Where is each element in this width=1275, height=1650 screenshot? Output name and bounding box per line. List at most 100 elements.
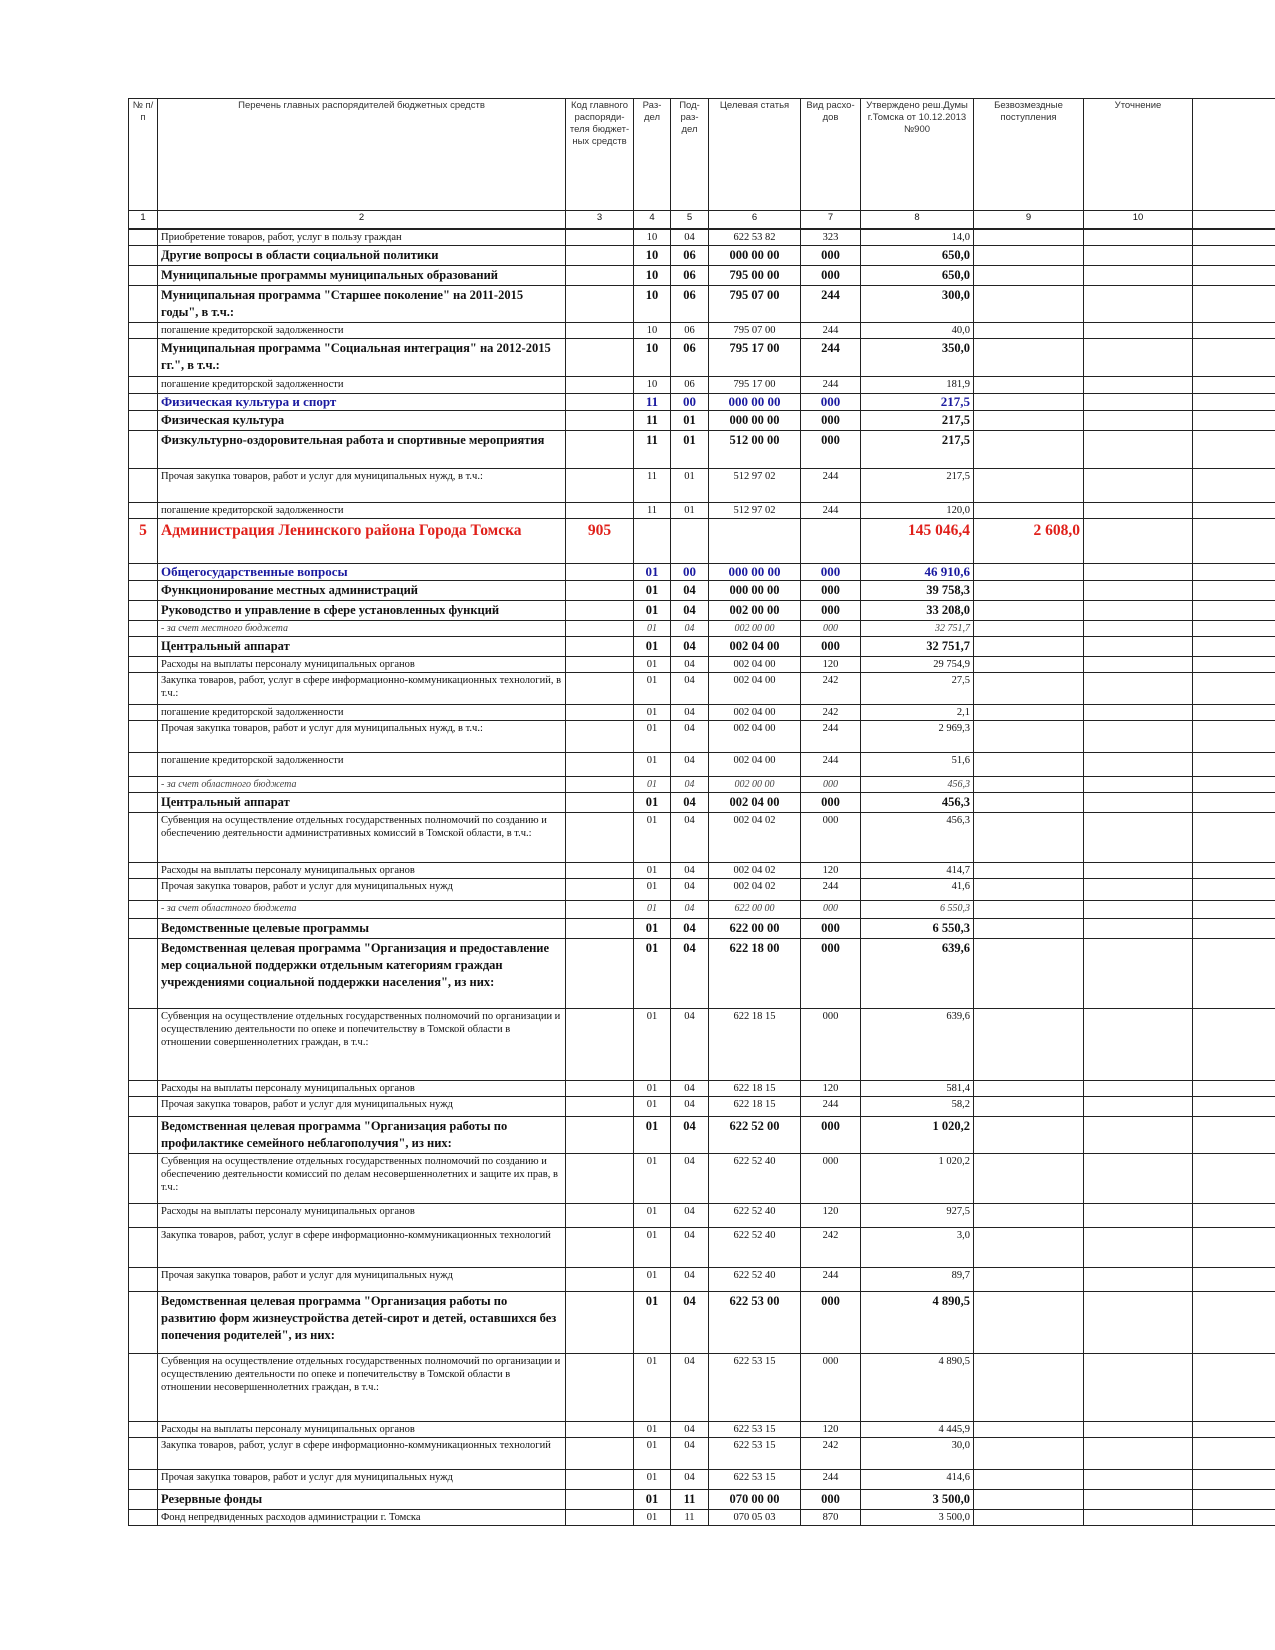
cell — [1192, 501, 1275, 519]
cell: 27,5 — [860, 671, 974, 705]
cell: 10 — [633, 264, 671, 286]
table-row: Физическая культура и спорт 11 00 000 00 00… — [128, 392, 1275, 411]
cell: 5 — [128, 517, 158, 564]
cell: 39 758,3 — [860, 579, 974, 601]
cell — [128, 264, 158, 286]
cell: 04 — [670, 228, 709, 246]
table-row: Субвенция на осуществление отдельных гос… — [128, 1352, 1275, 1422]
cell — [565, 877, 634, 901]
cell — [973, 579, 1084, 601]
cell — [1083, 228, 1193, 246]
table-row: Общегосударственные вопросы 01 00 000 00 00… — [128, 562, 1275, 581]
cell — [1192, 775, 1275, 793]
cell — [1192, 877, 1275, 901]
cell: 11 — [670, 1488, 709, 1510]
cell: 002 04 02 — [708, 861, 801, 879]
cell — [1083, 861, 1193, 879]
cell: Закупка товаров, работ, услуг в сфере ин… — [157, 1226, 566, 1268]
cell: 01 — [633, 1508, 671, 1526]
cell: 04 — [670, 1152, 709, 1204]
cell — [1192, 861, 1275, 879]
cell — [128, 751, 158, 777]
cell — [1083, 655, 1193, 673]
cell — [1083, 562, 1193, 581]
cell — [1192, 392, 1275, 411]
table-row: Прочая закупка товаров, работ и услуг дл… — [128, 719, 1275, 753]
cell: 639,6 — [860, 1007, 974, 1081]
cell — [973, 1436, 1084, 1470]
table-row: - за счет областного бюджета 01 04 622 00 0… — [128, 899, 1275, 919]
cell — [1192, 1095, 1275, 1117]
cell — [1083, 337, 1193, 377]
cell: 1 020,2 — [860, 1115, 974, 1154]
cell: 2 969,3 — [860, 719, 974, 753]
cell: погашение кредиторской задолженности — [157, 703, 566, 721]
cell — [1192, 1202, 1275, 1228]
cell: Расходы на выплаты персоналу муниципальн… — [157, 1420, 566, 1438]
cell — [565, 671, 634, 705]
cell — [1192, 1420, 1275, 1438]
cell: 01 — [633, 1152, 671, 1204]
cell — [1192, 409, 1275, 431]
cell: 04 — [670, 899, 709, 919]
cell: Ведомственная целевая программа "Организ… — [157, 1290, 566, 1354]
cell — [973, 655, 1084, 673]
table-row: Ведомственные целевые программы 01 04 622 0… — [128, 917, 1275, 939]
cell: 000 — [800, 917, 861, 939]
table-row: Ведомственная целевая программа "Организ… — [128, 1115, 1275, 1154]
cell: Функционирование местных администраций — [157, 579, 566, 601]
cell — [1083, 703, 1193, 721]
cell: погашение кредиторской задолженности — [157, 321, 566, 339]
table-row: Прочая закупка товаров, работ и услуг дл… — [128, 877, 1275, 901]
cell: 04 — [670, 655, 709, 673]
cell — [1083, 599, 1193, 621]
table-row: погашение кредиторской задолженности 01 04… — [128, 703, 1275, 721]
cell — [973, 337, 1084, 377]
cell: 01 — [633, 1436, 671, 1470]
cell — [565, 1352, 634, 1422]
cell: 01 — [633, 861, 671, 879]
cell — [973, 775, 1084, 793]
cell — [670, 517, 709, 564]
cell: Ведомственная целевая программа "Организ… — [157, 937, 566, 1009]
cell: 244 — [800, 467, 861, 503]
cell — [1192, 1468, 1275, 1490]
cell — [973, 409, 1084, 431]
budget-table: № п/п Перечень главных распорядителей бюд… — [128, 98, 1275, 1526]
cell: 795 17 00 — [708, 337, 801, 377]
cell: Перечень главных распорядителей бюджетны… — [157, 98, 566, 211]
cell: 622 52 40 — [708, 1226, 801, 1268]
cell: 650,0 — [860, 264, 974, 286]
cell — [565, 337, 634, 377]
cell — [128, 635, 158, 657]
cell — [128, 1226, 158, 1268]
cell: 11 — [633, 409, 671, 431]
table-row: Закупка товаров, работ, услуг в сфере ин… — [128, 1436, 1275, 1470]
cell: 06 — [670, 337, 709, 377]
cell: 33 208,0 — [860, 599, 974, 621]
cell — [565, 1420, 634, 1438]
cell — [565, 392, 634, 411]
cell — [1192, 811, 1275, 863]
cell — [973, 671, 1084, 705]
cell — [1192, 228, 1275, 246]
cell: 04 — [670, 1420, 709, 1438]
table-row: Муниципальные программы муниципальных об… — [128, 264, 1275, 286]
cell — [128, 321, 158, 339]
cell: Код главного распоряди-теля бюджет-ных с… — [565, 98, 634, 211]
cell: 32 751,7 — [860, 635, 974, 657]
cell: - за счет местного бюджета — [157, 619, 566, 637]
cell: 6 550,3 — [860, 917, 974, 939]
cell — [973, 1508, 1084, 1526]
cell: 000 — [800, 775, 861, 793]
cell: 456,3 — [860, 791, 974, 813]
cell: 244 — [800, 1468, 861, 1490]
cell — [128, 1079, 158, 1097]
cell: 217,5 — [860, 392, 974, 411]
table-row: Расходы на выплаты персоналу муниципальн… — [128, 861, 1275, 879]
cell — [128, 1420, 158, 1438]
cell — [128, 284, 158, 323]
cell: 323 — [800, 228, 861, 246]
cell — [1192, 1266, 1275, 1292]
cell: 01 — [633, 579, 671, 601]
